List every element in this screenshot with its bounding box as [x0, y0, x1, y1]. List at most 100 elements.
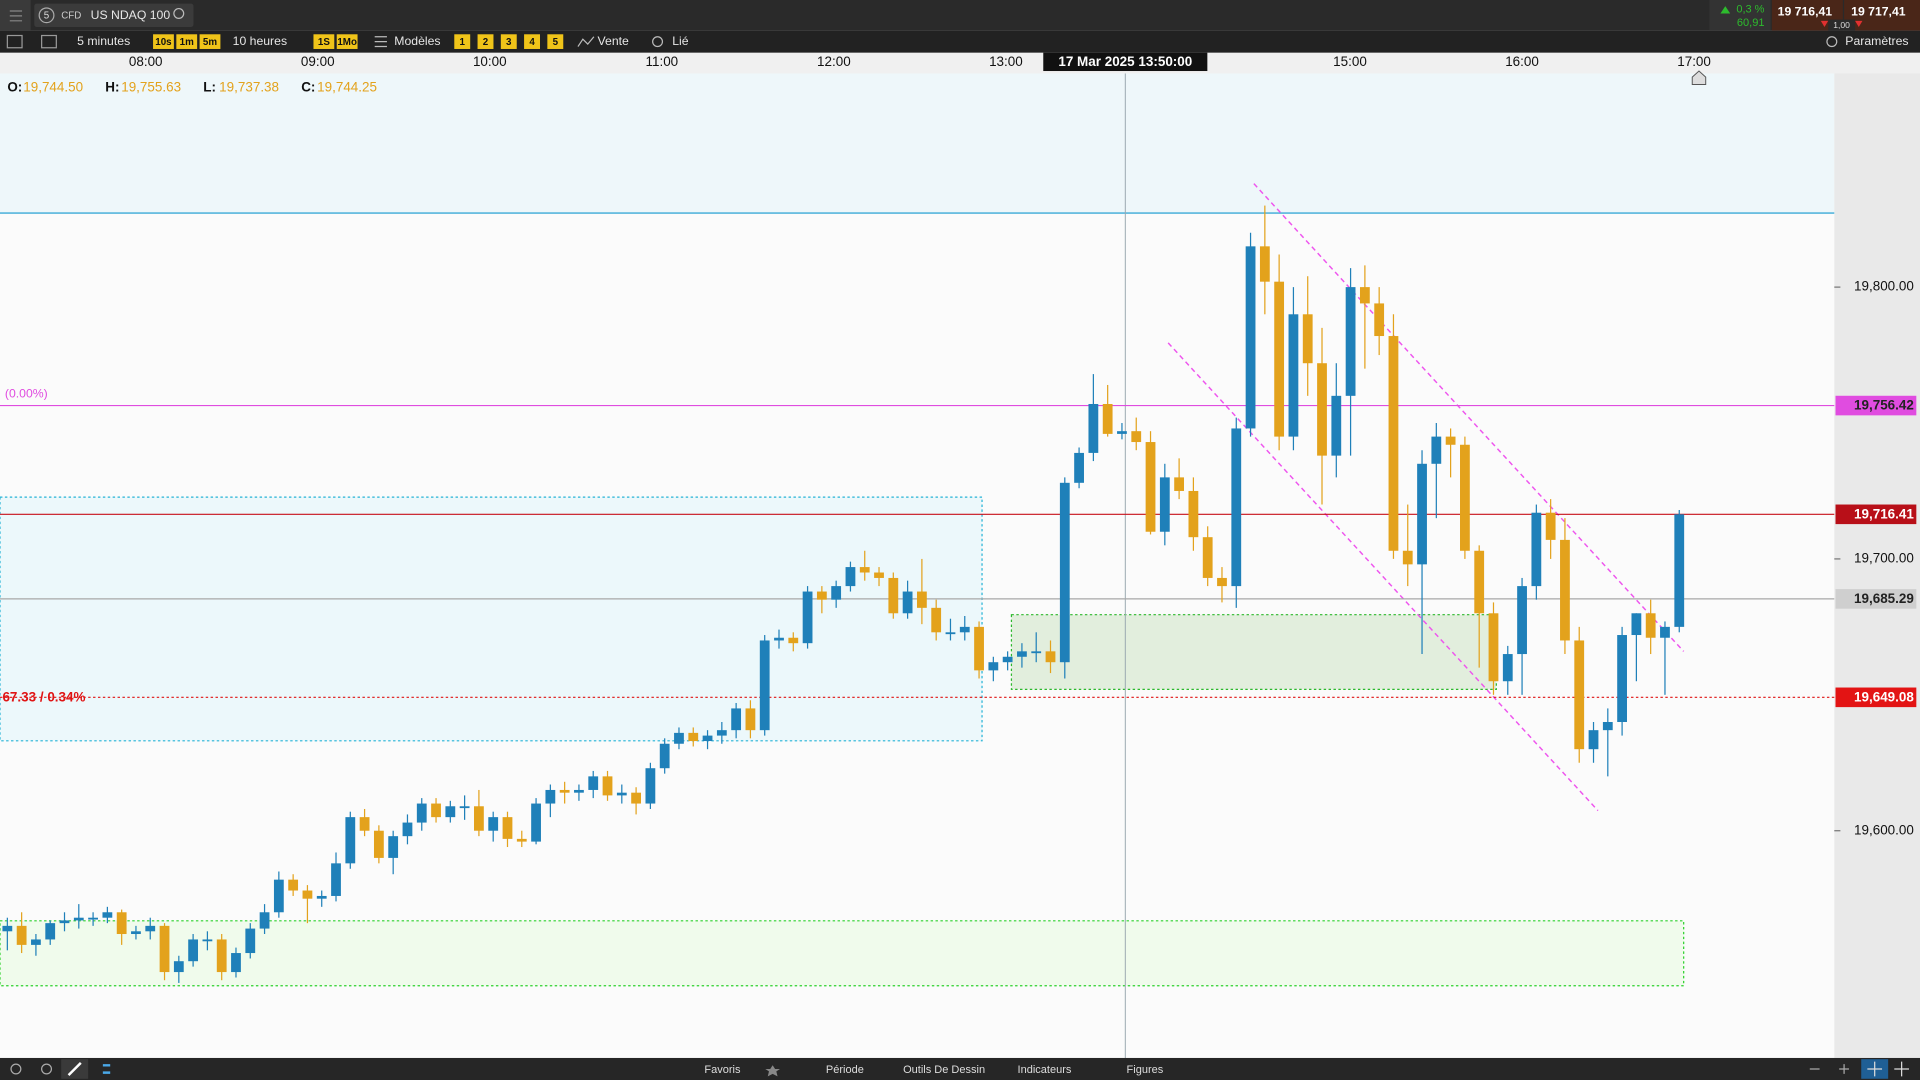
candle-body	[631, 792, 641, 804]
settings[interactable]: Paramètres	[1845, 34, 1908, 48]
channel-line[interactable]	[1167, 342, 1599, 812]
candle-body	[1145, 442, 1156, 532]
x-tick-label: 09:00	[301, 54, 335, 69]
candle-body	[1574, 640, 1585, 750]
candle-body	[1631, 613, 1642, 636]
link[interactable]: Lié	[672, 34, 689, 48]
candle-body	[2, 925, 13, 932]
slot-button[interactable]	[524, 34, 540, 49]
candle-body	[945, 632, 956, 635]
candle-body	[102, 912, 113, 918]
footer-tab[interactable]: Indicateurs	[1018, 1064, 1072, 1076]
footer-tab[interactable]: Favoris	[704, 1064, 741, 1076]
range[interactable]: 10 heures	[233, 34, 287, 48]
candle-body	[245, 928, 256, 954]
x-tick-label: 16:00	[1505, 54, 1539, 69]
range-option: 1Mo	[337, 37, 357, 48]
slot-button[interactable]	[547, 34, 564, 49]
footer-tab[interactable]: Figures	[1127, 1064, 1164, 1076]
footer-tab[interactable]: Outils De Dessin	[903, 1064, 985, 1076]
candle-body	[1288, 314, 1299, 437]
crosshair-label: 17 Mar 2025 13:50:00	[1058, 54, 1192, 69]
slot-button[interactable]	[477, 34, 494, 49]
candle-body	[1217, 577, 1227, 587]
candle-body	[474, 806, 484, 831]
slot-button[interactable]	[454, 34, 471, 49]
interval-button[interactable]	[176, 34, 198, 49]
down-arrow	[1820, 20, 1829, 27]
change-box	[1709, 0, 1771, 31]
candle-body	[545, 789, 556, 804]
candle-body	[1031, 651, 1042, 654]
ohlc-value: 19,737.38	[219, 80, 279, 95]
candle-body	[1345, 287, 1356, 396]
candle-body	[1431, 436, 1442, 464]
candle-body	[602, 776, 613, 796]
candle-body	[1460, 444, 1470, 551]
candle-body	[188, 939, 199, 962]
candle-body	[59, 920, 70, 924]
templates[interactable]: Modèles	[394, 34, 440, 48]
candle-body	[488, 817, 499, 831]
x-tick-label: 17:00	[1677, 54, 1711, 69]
zoom-icons[interactable]	[1809, 1064, 1849, 1074]
side[interactable]: Vente	[598, 34, 629, 48]
footer-tab[interactable]: Période	[826, 1064, 864, 1076]
slot: 2	[483, 37, 489, 48]
candle-body	[416, 803, 427, 823]
candle-body	[1002, 656, 1013, 663]
candle-body	[302, 890, 313, 899]
annotation: (0.00%)	[5, 387, 48, 401]
star-icon[interactable]	[765, 1065, 780, 1077]
interval-button[interactable]	[153, 34, 174, 49]
candle-body	[1245, 246, 1256, 429]
x-tick-label: 15:00	[1333, 54, 1367, 69]
candle-body	[16, 925, 27, 945]
candle-body	[1617, 635, 1627, 723]
candle-body	[888, 577, 899, 614]
candle-body	[574, 789, 584, 793]
crosshair-label-bg	[1043, 52, 1208, 72]
candle-body	[88, 917, 98, 920]
candle-body	[1474, 550, 1485, 614]
candle-body	[402, 822, 413, 837]
candle-body	[1017, 651, 1027, 657]
candle-body	[31, 939, 41, 945]
range-button[interactable]	[336, 34, 358, 49]
candle-body	[145, 925, 156, 932]
layout-icon[interactable]	[41, 34, 57, 49]
candle-body	[1545, 512, 1556, 540]
slot-button[interactable]	[500, 34, 517, 49]
candle-body	[159, 925, 170, 973]
candle-body	[802, 591, 813, 644]
candle-body	[645, 768, 656, 804]
candle-body	[1231, 428, 1242, 587]
candle-body	[1259, 246, 1270, 282]
annotation: 67.33 / 0.34%	[2, 690, 85, 705]
instrument-box[interactable]	[34, 3, 194, 27]
candle-body	[459, 806, 470, 809]
instrument-name: US NDAQ 100	[91, 8, 171, 22]
candle-body	[859, 567, 870, 573]
candle-body	[1331, 395, 1342, 456]
zone-box[interactable]	[1010, 614, 1497, 690]
sync-icon[interactable]	[102, 1064, 111, 1074]
interval-button[interactable]	[199, 34, 221, 49]
ohlc-value: 19,744.25	[317, 80, 377, 95]
refresh-icon[interactable]	[10, 1063, 22, 1075]
zone-box[interactable]	[0, 496, 983, 742]
candle-body	[1159, 477, 1170, 532]
buy-box[interactable]	[1844, 0, 1920, 31]
hide-icon[interactable]	[41, 1063, 53, 1075]
price-label-bg	[1835, 589, 1917, 609]
instrument-type: CFD	[61, 11, 81, 22]
candle-body	[259, 912, 270, 929]
panel-icon[interactable]	[6, 34, 23, 49]
last-marker	[1691, 70, 1707, 85]
channel-line[interactable]	[1253, 183, 1685, 652]
candle-body	[1088, 403, 1099, 453]
range-button[interactable]	[313, 34, 335, 49]
zone-box[interactable]	[0, 920, 1685, 987]
interval[interactable]: 5 minutes	[77, 34, 130, 48]
search-icon[interactable]	[173, 7, 185, 19]
